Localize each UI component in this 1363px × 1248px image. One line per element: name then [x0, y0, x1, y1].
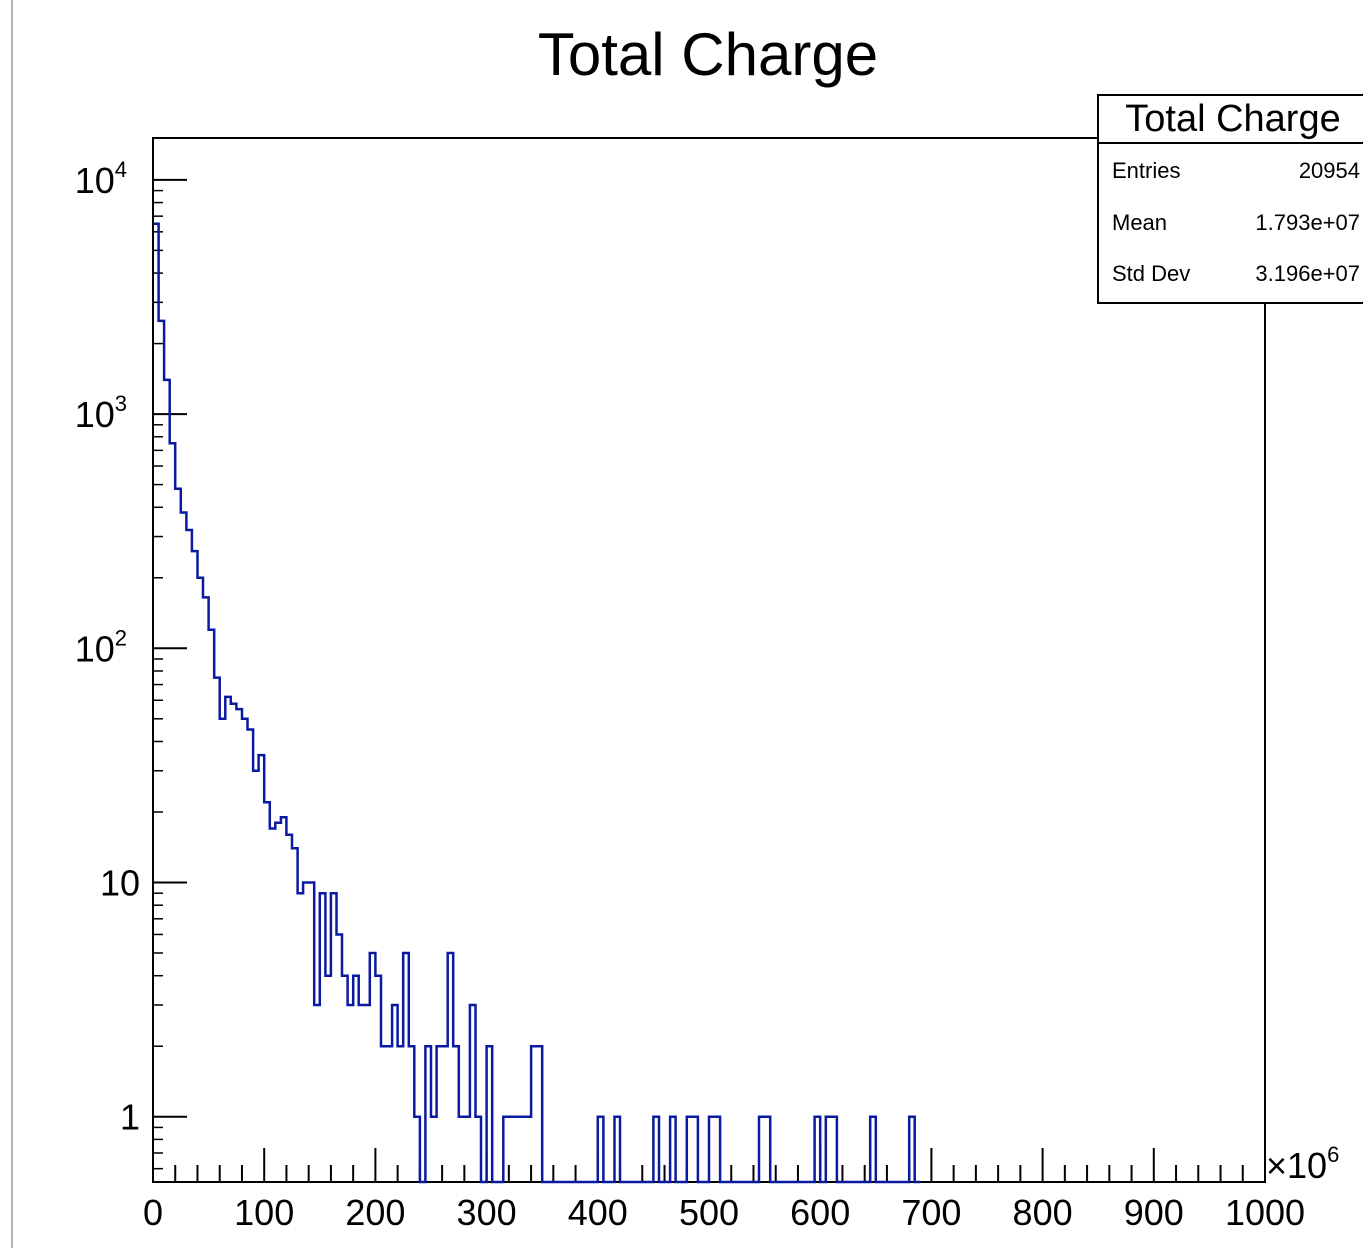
chart-title: Total Charge: [538, 21, 878, 88]
x-axis-multiplier: ×106: [1266, 1142, 1339, 1186]
stats-mean-value: 1.793e+07: [1255, 210, 1360, 235]
histogram-line: [153, 222, 921, 1184]
x-tick-label: 400: [568, 1192, 628, 1233]
y-tick-labels: 1 10 102 103 104: [75, 157, 140, 1138]
x-tick-label: 700: [901, 1192, 961, 1233]
x-multiplier-exponent: 6: [1327, 1142, 1339, 1167]
x-tick-labels: 0 100 200 300 400 500 600 700 800 900 1000: [143, 1192, 1305, 1233]
x-tick-label: 500: [679, 1192, 739, 1233]
x-tick-label: 200: [345, 1192, 405, 1233]
stats-box: Total Charge Entries 20954 Mean 1.793e+0…: [1097, 94, 1363, 304]
stats-box-title: Total Charge: [1125, 98, 1340, 140]
x-multiplier-base: ×10: [1266, 1145, 1327, 1186]
x-tick-label: 300: [457, 1192, 517, 1233]
x-tick-label: 600: [790, 1192, 850, 1233]
y-tick-label: 104: [75, 157, 127, 201]
y-minor-ticks: [153, 189, 163, 1170]
y-tick-label: 102: [75, 625, 127, 669]
x-tick-label: 1000: [1225, 1192, 1305, 1233]
stats-entries-label: Entries: [1112, 158, 1180, 183]
y-tick-label: 10: [100, 862, 140, 903]
x-tick-label: 800: [1013, 1192, 1073, 1233]
x-tick-label: 0: [143, 1192, 163, 1233]
x-tick-label: 900: [1124, 1192, 1184, 1233]
left-border-rule: [11, 0, 13, 1248]
stats-mean-label: Mean: [1112, 210, 1167, 235]
y-tick-label: 103: [75, 391, 127, 435]
stats-stddev-value: 3.196e+07: [1255, 261, 1360, 286]
stats-stddev-label: Std Dev: [1112, 261, 1190, 286]
stats-entries-value: 20954: [1299, 158, 1360, 183]
y-tick-label: 1: [120, 1097, 140, 1138]
stats-box-frame: [1097, 94, 1363, 304]
x-tick-label: 100: [234, 1192, 294, 1233]
